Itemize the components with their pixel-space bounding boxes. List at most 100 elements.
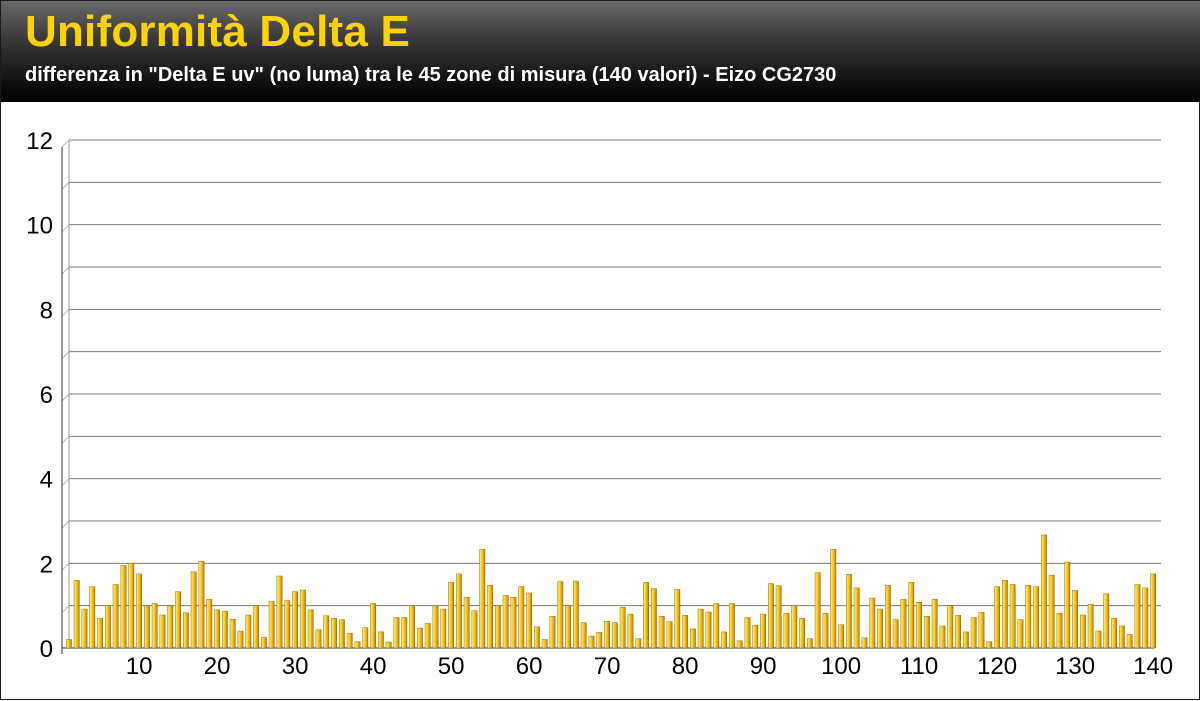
bar	[908, 582, 915, 649]
bar	[128, 563, 135, 649]
bar	[697, 608, 704, 649]
chart-header: Uniformità Delta E differenza in "Delta …	[1, 1, 1200, 102]
bar	[487, 585, 494, 649]
bar	[112, 584, 119, 649]
bar	[1150, 573, 1156, 649]
bar	[120, 565, 127, 649]
bar	[323, 615, 330, 649]
gridline-depth	[61, 562, 70, 571]
bar	[807, 638, 813, 649]
x-tick-label: 50	[438, 653, 465, 680]
bar	[768, 583, 774, 649]
bar	[822, 613, 829, 649]
bar	[970, 617, 977, 649]
gridline-depth	[61, 266, 70, 275]
bar	[635, 638, 642, 649]
bar	[705, 611, 712, 649]
bar	[1134, 584, 1141, 649]
chart-title: Uniformità Delta E	[25, 7, 410, 56]
bar	[612, 622, 618, 649]
bar	[261, 637, 267, 649]
bar	[222, 610, 228, 649]
bar	[799, 618, 806, 649]
bar	[409, 605, 416, 649]
bar	[1033, 586, 1039, 649]
bar	[1142, 587, 1149, 649]
bar	[565, 605, 572, 649]
y-tick-label: 2	[40, 551, 53, 578]
bar	[783, 613, 790, 649]
bar	[66, 639, 72, 649]
y-tick-labels: 0 2 4 6 8 10 12	[26, 128, 53, 663]
bar	[643, 582, 650, 649]
bar	[237, 630, 244, 649]
bar	[721, 631, 728, 649]
bar	[658, 616, 665, 649]
bar	[159, 614, 166, 649]
x-tick-label: 80	[672, 653, 699, 680]
x-tick-label: 40	[360, 653, 387, 680]
gridline-depth	[61, 224, 70, 233]
y-tick-label: 10	[26, 213, 53, 240]
bar	[393, 617, 400, 649]
bars	[66, 534, 1156, 649]
bar	[1087, 604, 1094, 649]
bar	[1072, 590, 1078, 649]
gridline-depth	[61, 308, 70, 317]
bar	[1103, 593, 1110, 649]
bar	[760, 613, 767, 649]
bar	[853, 587, 860, 649]
chart-subtitle: differenza in "Delta E uv" (no luma) tra…	[25, 64, 837, 86]
bar	[378, 631, 384, 649]
gridline-depth	[61, 351, 70, 360]
bar	[183, 612, 189, 649]
bar	[541, 639, 548, 649]
x-tick-label: 130	[1055, 653, 1095, 680]
gridline-depth	[61, 605, 70, 614]
bar	[253, 605, 259, 649]
bar	[510, 596, 517, 649]
bar	[830, 549, 837, 649]
bar	[81, 608, 88, 649]
x-tick-label: 30	[282, 653, 309, 680]
bar	[300, 589, 306, 649]
bar	[744, 617, 751, 649]
bar	[1002, 580, 1008, 649]
bar	[175, 591, 181, 649]
bar	[861, 637, 868, 649]
bar	[245, 614, 252, 649]
bar	[448, 582, 455, 649]
bar	[401, 617, 408, 649]
bar	[924, 616, 930, 649]
x-tick-label: 100	[821, 653, 861, 680]
bar	[955, 615, 962, 649]
bar	[346, 632, 353, 649]
bar	[1009, 584, 1016, 649]
bar	[471, 610, 478, 649]
bar	[619, 607, 626, 649]
bar	[557, 581, 564, 649]
bar	[268, 601, 275, 649]
x-tick-label: 110	[900, 653, 938, 680]
bar	[432, 605, 439, 649]
bar	[752, 624, 759, 649]
x-tick-label: 70	[594, 653, 621, 680]
bar	[846, 574, 852, 649]
bar	[370, 603, 377, 649]
y-tick-label: 12	[26, 128, 53, 155]
x-tick-label: 120	[977, 653, 1017, 680]
bar	[713, 603, 720, 649]
bar	[105, 605, 111, 649]
grid-lines	[61, 139, 1161, 614]
bar	[986, 641, 993, 649]
bar	[729, 603, 735, 649]
bar	[596, 632, 603, 649]
bar	[666, 621, 673, 649]
bar	[838, 624, 845, 649]
bar	[869, 597, 876, 649]
bar	[354, 641, 361, 649]
bar	[89, 586, 96, 649]
gridline-depth	[61, 139, 70, 148]
bar	[463, 596, 470, 649]
bar	[292, 591, 299, 649]
